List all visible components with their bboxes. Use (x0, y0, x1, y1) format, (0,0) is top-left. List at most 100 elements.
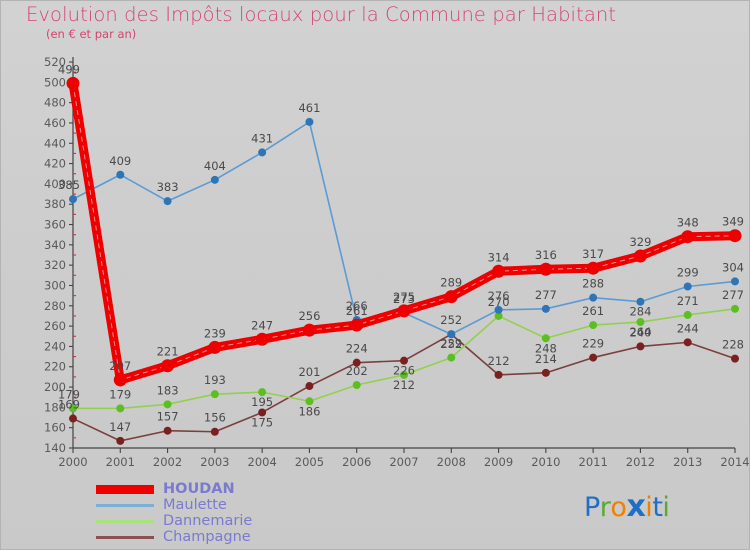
data-point-label: 244 (677, 321, 699, 335)
data-point-label: 183 (157, 383, 179, 397)
x-tick-label: 2012 (626, 455, 655, 469)
data-point-label: 404 (204, 159, 226, 173)
data-point-label: 277 (722, 288, 744, 302)
x-tick-label: 2013 (673, 455, 702, 469)
data-point-label: 214 (535, 352, 557, 366)
x-tick-label: 2001 (106, 455, 135, 469)
y-tick-label: 240 (44, 339, 66, 353)
data-point-label: 221 (157, 345, 179, 359)
y-axis-ticks: 140 160 180 200 220 240 260 280 300 320 340 360 380 4… (44, 55, 76, 455)
x-tick-label: 2008 (437, 455, 466, 469)
y-tick-label: 320 (44, 258, 66, 272)
series-dannemarie (69, 304, 739, 413)
y-tick-label: 420 (44, 157, 66, 171)
x-tick-label: 2000 (58, 455, 87, 469)
data-point-label: 409 (109, 154, 131, 168)
legend-swatch-icon (96, 535, 154, 539)
logo-letter: i (662, 492, 670, 523)
y-tick-label: 200 (44, 380, 66, 394)
legend-item-maulette[interactable]: Maulette (96, 497, 356, 513)
data-point-label: 275 (393, 290, 415, 304)
page-title: Evolution des Impôts locaux pour la Comm… (26, 3, 617, 26)
data-point-label: 276 (488, 289, 510, 303)
data-point-label: 224 (346, 342, 368, 356)
data-point-label: 228 (722, 338, 744, 352)
data-point-label: 252 (440, 337, 462, 351)
y-tick-label: 220 (44, 360, 66, 374)
logo-letter: P (584, 492, 600, 523)
x-tick-label: 2010 (531, 455, 560, 469)
legend-item-label: Dannemarie (163, 512, 253, 529)
x-tick-label: 2009 (484, 455, 513, 469)
data-point-label: 461 (298, 101, 320, 115)
data-point-label: 212 (393, 378, 415, 392)
data-point-label: 252 (440, 313, 462, 327)
data-point-label: 284 (629, 305, 651, 319)
data-point-label: 329 (629, 235, 651, 249)
x-tick-label: 2002 (153, 455, 182, 469)
data-point-label: 202 (346, 364, 368, 378)
data-point-label: 195 (251, 395, 273, 409)
data-point-label: 226 (393, 364, 415, 378)
data-point-label: 156 (204, 411, 226, 425)
x-tick-label: 2003 (200, 455, 229, 469)
data-point-label: 288 (582, 277, 604, 291)
data-point-label: 256 (298, 309, 320, 323)
legend-item-label: Champagne (163, 528, 251, 545)
data-point-label: 147 (109, 420, 131, 434)
data-point-label: 383 (157, 180, 179, 194)
y-tick-label: 280 (44, 299, 66, 313)
y-tick-label: 340 (44, 238, 66, 252)
data-point-label: 431 (251, 131, 273, 145)
data-point-label: 317 (582, 247, 604, 261)
data-point-label: 193 (204, 373, 226, 387)
data-point-label: 385 (58, 178, 80, 192)
y-tick-label: 160 (44, 421, 66, 435)
y-tick-label: 260 (44, 319, 66, 333)
line-chart: 1401601802002202402602803003203403603804… (44, 55, 750, 469)
data-point-label: 299 (677, 265, 699, 279)
data-point-label: 169 (58, 398, 80, 412)
legend-item-label: Maulette (163, 496, 227, 513)
proxiti-logo: Proxiti (584, 489, 670, 524)
logo-letter: i (645, 492, 653, 523)
y-tick-label: 480 (44, 96, 66, 110)
x-tick-label: 2004 (248, 455, 277, 469)
data-point-label: 239 (204, 326, 226, 340)
y-tick-label: 380 (44, 197, 66, 211)
x-tick-label: 2014 (720, 455, 749, 469)
x-tick-label: 2011 (579, 455, 608, 469)
legend-item-champagne[interactable]: Champagne (96, 529, 356, 545)
data-point-label: 261 (582, 304, 604, 318)
legend-item-houdan[interactable]: HOUDAN (96, 481, 356, 497)
y-tick-label: 400 (44, 177, 66, 191)
data-point-label: 349 (722, 215, 744, 229)
legend-swatch-icon (96, 484, 154, 494)
legend-item-dannemarie[interactable]: Dannemarie (96, 513, 356, 529)
y-tick-label: 140 (44, 441, 66, 455)
data-point-label: 348 (677, 216, 699, 230)
data-point-label: 179 (58, 387, 80, 401)
data-point-label: 289 (440, 276, 462, 290)
legend-swatch-icon (96, 519, 154, 523)
data-point-label: 277 (535, 288, 557, 302)
data-point-label: 175 (251, 415, 273, 429)
data-point-label: 201 (298, 365, 320, 379)
data-point-label: 499 (58, 62, 80, 76)
y-tick-label: 460 (44, 116, 66, 130)
y-tick-label: 440 (44, 136, 66, 150)
data-point-label: 240 (629, 325, 651, 339)
data-point-label: 179 (109, 387, 131, 401)
page-subtitle: (en € et par an) (46, 27, 137, 41)
data-point-label: 157 (157, 410, 179, 424)
data-point-label: 261 (346, 304, 368, 318)
data-point-label: 271 (677, 294, 699, 308)
logo-letter: x (626, 489, 646, 524)
chart-legend: HOUDAN Maulette Dannemarie Champagne (96, 481, 356, 545)
y-tick-label: 180 (44, 400, 66, 414)
data-point-label: 266 (346, 299, 368, 313)
chart-plot-area: 140 160 180 200 220 240 260 280 300 320 340 360 380 4… (0, 50, 750, 470)
data-point-label: 229 (582, 337, 604, 351)
x-tick-label: 2005 (295, 455, 324, 469)
